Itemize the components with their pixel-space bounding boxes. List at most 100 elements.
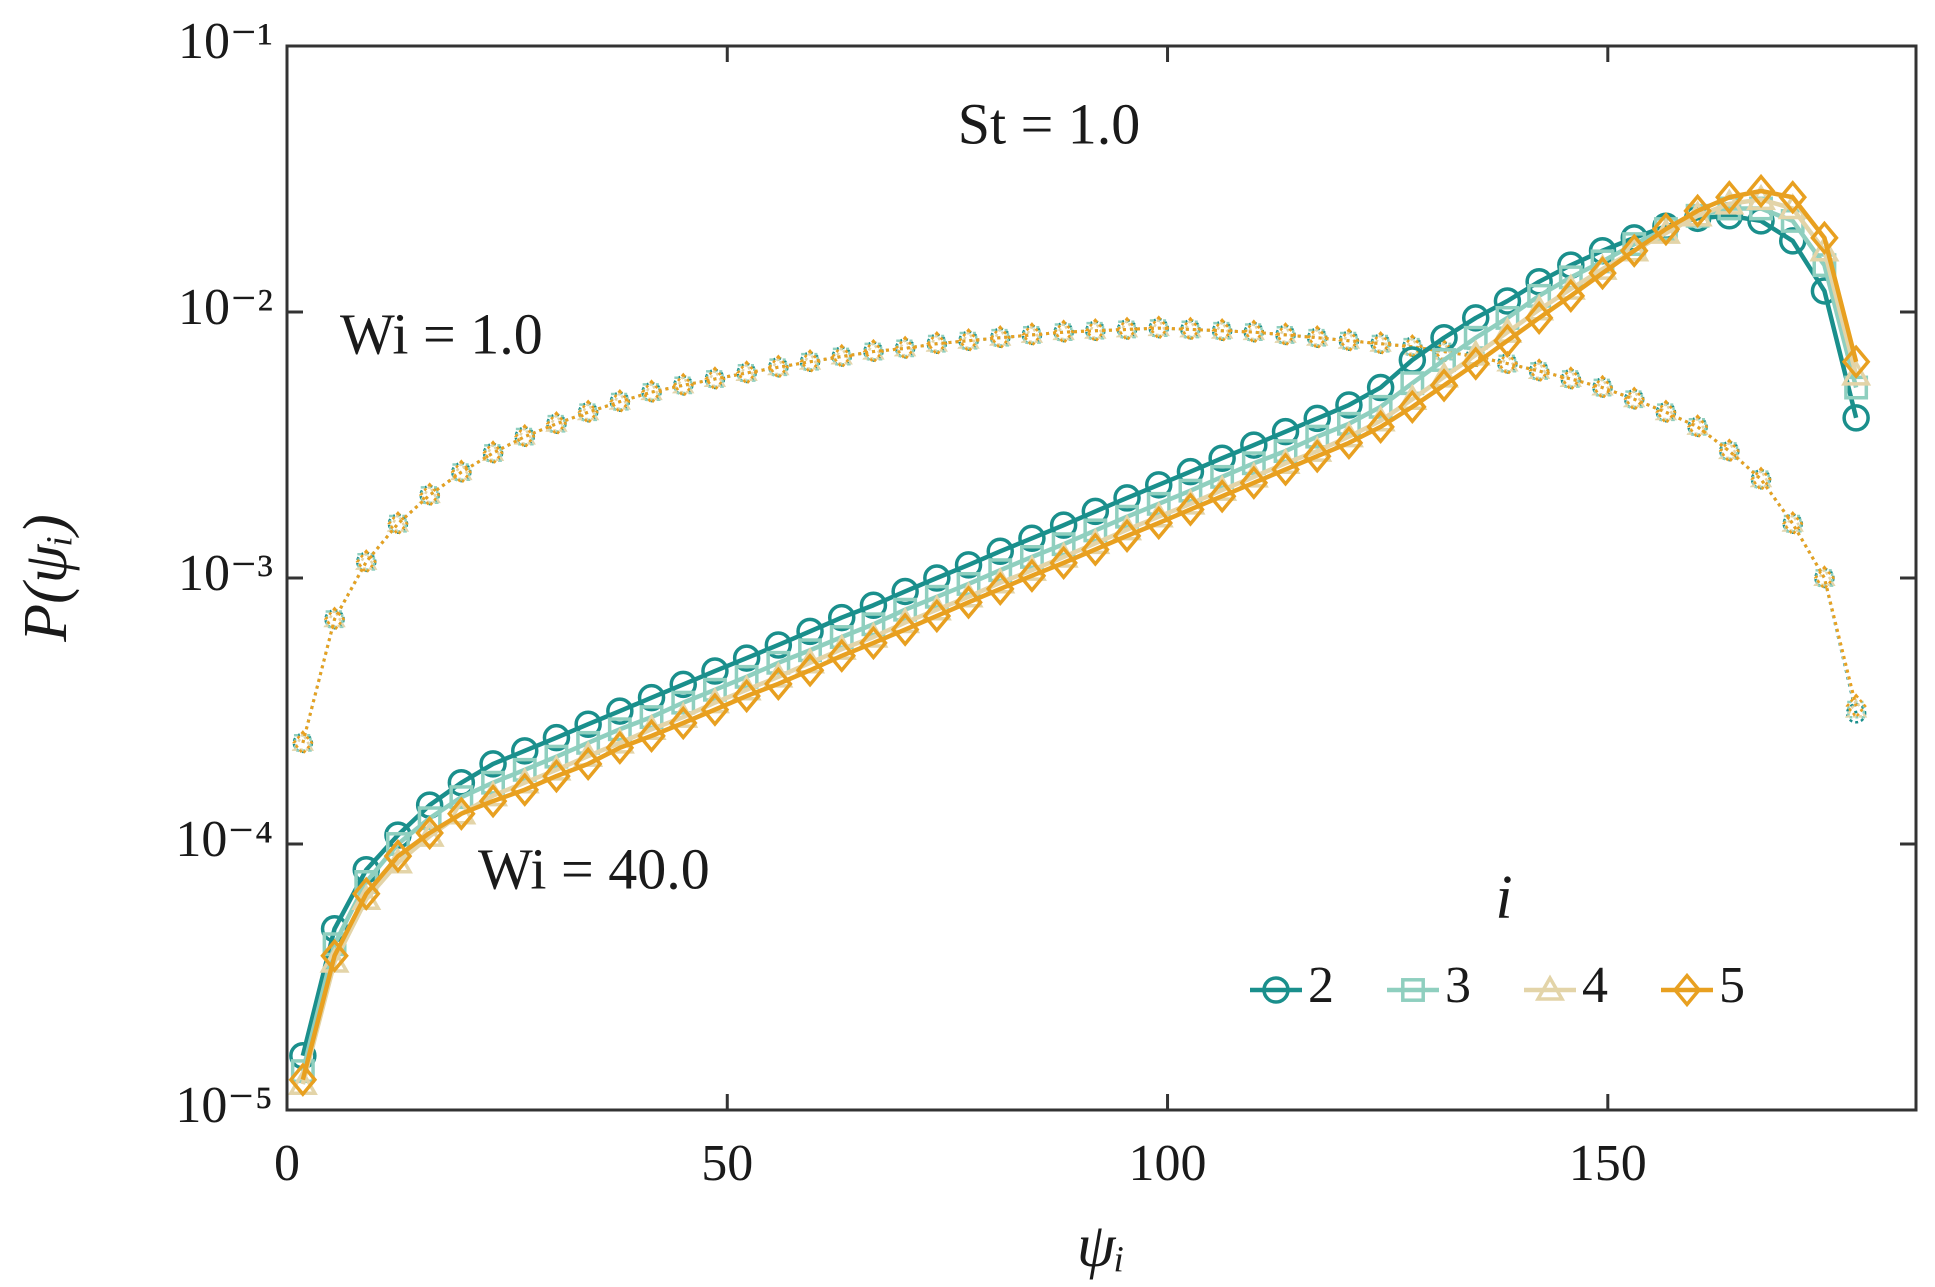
marker: [544, 744, 569, 769]
marker: [1081, 497, 1110, 526]
marker: [893, 597, 918, 622]
plot-frame: [285, 44, 1918, 1112]
marker: [922, 598, 952, 634]
marker: [1112, 518, 1142, 554]
marker: [637, 718, 666, 753]
marker: [1208, 444, 1236, 472]
marker: [764, 631, 793, 659]
marker: [1461, 346, 1491, 381]
marker: [637, 683, 666, 712]
marker: [861, 612, 886, 637]
marker: [1556, 278, 1586, 313]
marker: [1303, 404, 1331, 433]
y-tick-label: 10⁻²: [178, 279, 273, 336]
marker: [732, 644, 761, 672]
x-axis-label: ψᵢ: [1077, 1212, 1125, 1280]
marker: [1146, 491, 1171, 516]
legend-marker: [1262, 976, 1290, 1004]
y-tick-label: 10⁻⁵: [175, 1077, 273, 1134]
marker: [1841, 344, 1871, 379]
marker: [1018, 524, 1046, 553]
marker: [1019, 544, 1044, 569]
marker: [701, 657, 729, 685]
marker: [954, 551, 983, 579]
x-tick-label: 50: [701, 1135, 753, 1192]
marker: [859, 591, 888, 619]
marker: [510, 737, 539, 765]
marker: [1715, 180, 1744, 215]
marker: [479, 750, 507, 778]
marker: [417, 806, 442, 831]
marker: [986, 537, 1014, 566]
marker: [1049, 545, 1078, 580]
marker: [1178, 478, 1203, 503]
marker: [1207, 479, 1237, 514]
marker: [1017, 558, 1047, 593]
marker: [732, 678, 761, 714]
marker: [1334, 425, 1364, 461]
marker: [1241, 451, 1266, 476]
marker: [449, 785, 474, 810]
marker: [1144, 471, 1173, 499]
marker: [1461, 304, 1490, 332]
marker: [1081, 532, 1110, 567]
marker: [954, 585, 983, 620]
series: [289, 202, 1870, 1070]
marker: [320, 938, 349, 973]
marker: [700, 692, 730, 727]
marker: [576, 730, 601, 755]
marker: [607, 717, 632, 742]
marker: [1429, 368, 1459, 403]
legend-label: 3: [1445, 957, 1471, 1014]
marker: [795, 653, 825, 688]
x-tick-label: 150: [1569, 1135, 1647, 1192]
line: [300, 213, 1859, 1057]
marker: [1588, 255, 1617, 291]
marker: [1651, 211, 1681, 247]
marker: [512, 757, 537, 782]
marker: [1493, 287, 1522, 315]
marker: [1336, 411, 1361, 436]
marker: [1524, 300, 1554, 336]
marker: [956, 571, 981, 596]
y-axis-label: P(ψᵢ): [12, 514, 80, 642]
legend-label: 5: [1719, 957, 1745, 1014]
legend-marker: [1401, 978, 1425, 1002]
marker: [890, 612, 920, 647]
marker: [542, 758, 571, 794]
marker: [827, 603, 856, 632]
marker: [702, 677, 727, 702]
marker: [542, 723, 571, 752]
marker: [447, 796, 476, 831]
marker: [1841, 359, 1872, 386]
annotation: Wi = 40.0: [478, 836, 710, 901]
marker: [764, 666, 793, 701]
legend-label: 4: [1582, 957, 1608, 1014]
marker: [1619, 233, 1649, 268]
marker: [671, 690, 696, 715]
marker: [985, 571, 1015, 607]
marker: [1809, 235, 1840, 262]
marker: [1493, 323, 1522, 358]
series: [288, 173, 1871, 1097]
marker: [891, 577, 919, 606]
marker: [669, 670, 697, 699]
marker: [923, 564, 951, 592]
marker: [1083, 518, 1108, 543]
marker: [924, 584, 949, 609]
marker: [1398, 389, 1427, 424]
marker: [1113, 484, 1141, 512]
y-tick-label: 10⁻¹: [178, 13, 273, 70]
marker: [1368, 394, 1393, 419]
marker: [383, 839, 413, 874]
line: [300, 188, 1859, 1081]
marker: [1049, 511, 1078, 539]
marker: [796, 617, 824, 646]
marker: [734, 664, 759, 689]
marker: [573, 746, 603, 782]
y-tick-label: 10⁻³: [178, 545, 273, 602]
marker: [351, 876, 381, 911]
marker: [605, 730, 635, 765]
legend-label: 2: [1308, 957, 1334, 1014]
